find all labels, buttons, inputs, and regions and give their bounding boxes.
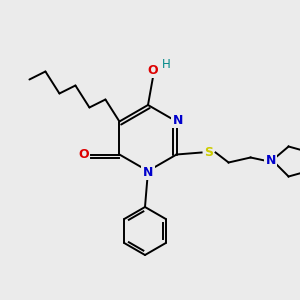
Text: N: N	[172, 114, 183, 127]
Text: O: O	[78, 148, 89, 161]
Text: N: N	[266, 154, 276, 167]
Text: H: H	[162, 58, 170, 70]
Text: N: N	[143, 166, 153, 178]
Text: O: O	[148, 64, 158, 76]
Text: S: S	[204, 146, 213, 159]
